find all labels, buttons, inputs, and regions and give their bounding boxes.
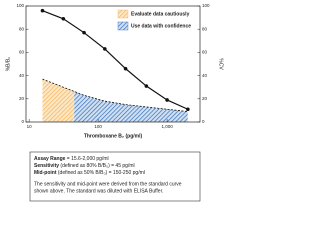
info-note: shown above. The standard was diluted wi… — [34, 188, 163, 194]
info-box — [29, 151, 201, 202]
legend-label: Use data with confidence — [131, 23, 191, 29]
data-point — [103, 47, 107, 51]
y-axis-label: %B/B₀ — [5, 57, 11, 72]
data-point — [82, 30, 86, 35]
data-point — [186, 107, 190, 112]
info-label: Mid-point — [34, 170, 57, 176]
info-line: Mid-point (defined as 50% B/B₀) = 150-25… — [34, 170, 145, 176]
info-line: Assay Range = 15.6-2,000 pg/ml — [34, 156, 109, 162]
y-tick-label: 80 — [19, 26, 25, 31]
y2-tick-label: 60 — [202, 50, 208, 55]
info-text: = 15.6-2,000 pg/ml — [65, 156, 108, 162]
y2-tick-label: 40 — [202, 73, 208, 78]
y2-tick-label: 80 — [202, 26, 208, 31]
legend-label: Evaluate data cautiously — [131, 11, 190, 17]
info-text: (defined as 80% B/B₀) = 45 pg/ml — [59, 163, 135, 169]
data-point — [165, 98, 169, 102]
y2-tick-label: 100 — [202, 3, 210, 8]
region — [74, 91, 188, 122]
info-text: (defined as 50% B/B₀) = 150-250 pg/ml — [57, 170, 145, 176]
page: %B/B₀ %CV Thromboxane B₂ (pg/ml) Assay R… — [5, 3, 224, 202]
legend-swatch — [117, 21, 129, 31]
series-line — [42, 78, 188, 112]
x-axis-label: Thromboxane B₂ (pg/ml) — [84, 133, 143, 139]
y-tick-label: 20 — [19, 96, 25, 101]
y2-axis-label: %CV — [218, 58, 224, 70]
y2-tick-label: 20 — [202, 96, 208, 101]
info-label: Assay Range — [34, 156, 66, 162]
info-label: Sensitivity — [34, 163, 59, 169]
region — [42, 79, 75, 122]
y-tick-label: 60 — [19, 50, 25, 55]
y-tick-label: 0 — [21, 119, 24, 124]
data-point — [144, 84, 149, 88]
x-tick-label: 1,000 — [161, 124, 173, 129]
info-line: Sensitivity (defined as 80% B/B₀) = 45 p… — [34, 163, 135, 169]
info-note: The sensitivity and mid-point were deriv… — [34, 181, 182, 187]
plot-frame — [25, 5, 201, 123]
y-tick-label: 40 — [19, 73, 25, 78]
x-tick-label: 10 — [27, 124, 33, 129]
info-lines: Assay Range = 15.6-2,000 pg/mlSensitivit… — [34, 156, 182, 194]
data-point — [40, 8, 45, 13]
series-line — [42, 10, 189, 110]
y-tick-label: 100 — [16, 3, 24, 8]
chart: %B/B₀ %CV Thromboxane B₂ (pg/ml) Assay R… — [5, 3, 224, 202]
y2-tick-label: 0 — [202, 119, 205, 124]
data-point — [61, 16, 66, 21]
data-point — [123, 66, 128, 71]
legend-swatch — [117, 9, 129, 19]
x-tick-label: 100 — [94, 124, 102, 129]
